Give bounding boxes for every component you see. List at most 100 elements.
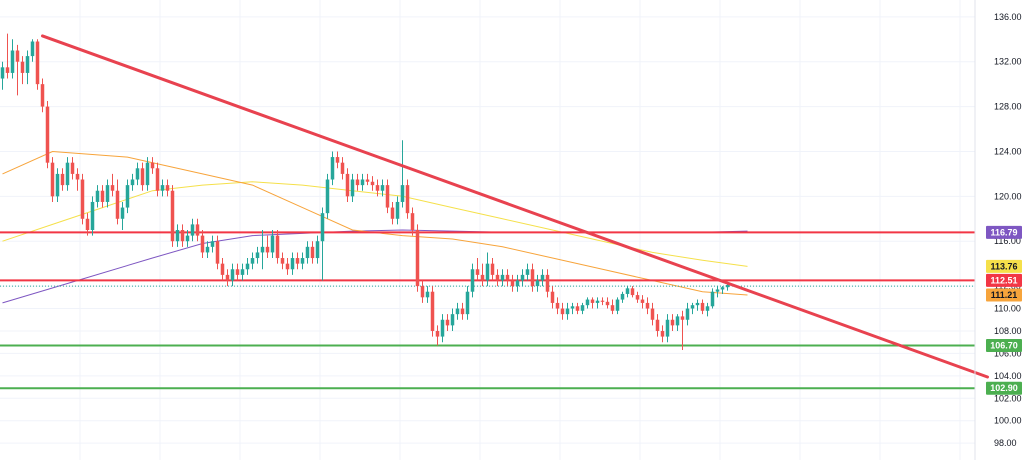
candle-body — [450, 314, 455, 326]
candle-body — [485, 263, 490, 281]
candle-body — [415, 230, 420, 287]
candle-body — [695, 302, 700, 306]
candle-body — [555, 302, 560, 309]
candle-body — [640, 299, 645, 303]
candle-body — [395, 201, 400, 219]
candle-body — [525, 269, 530, 275]
candle-body — [480, 274, 485, 281]
candle-body — [250, 258, 255, 264]
candle-body — [170, 190, 175, 242]
price-badge: 116.79 — [986, 225, 1022, 239]
candle-body — [300, 258, 305, 264]
price-badge-label: 111.21 — [991, 290, 1018, 300]
candle-body — [670, 319, 675, 326]
candle-body — [455, 308, 460, 315]
candle-body — [665, 319, 670, 337]
candle-body — [615, 299, 620, 311]
candle-body — [325, 179, 330, 214]
price-badge-bg — [986, 381, 1022, 395]
candle-body — [90, 201, 95, 230]
candle-body — [635, 295, 640, 300]
candle-body — [225, 274, 230, 281]
candle-body — [255, 252, 260, 259]
candle-body — [30, 41, 35, 57]
candle-body — [50, 162, 55, 197]
candle-body — [280, 258, 285, 264]
candle-body — [315, 241, 320, 259]
candle-body — [260, 246, 265, 253]
price-tick-label: 98.00 — [994, 438, 1017, 448]
candle-body — [350, 179, 355, 197]
candle-body — [35, 41, 40, 85]
candle-body — [375, 185, 380, 191]
grid — [0, 0, 975, 460]
candle-body — [370, 181, 375, 186]
candle-body — [210, 241, 215, 247]
candle-body — [650, 308, 655, 320]
price-tick-label: 136.00 — [994, 12, 1022, 22]
candle-body — [600, 300, 605, 302]
candle-body — [215, 241, 220, 264]
candle-body — [15, 50, 20, 62]
candle-body — [285, 263, 290, 270]
price-badge-label: 113.76 — [990, 261, 1017, 271]
candle-body — [430, 291, 435, 331]
candle-body — [135, 168, 140, 180]
candle-body — [560, 308, 565, 315]
candle-body — [5, 67, 10, 73]
candle-body — [575, 306, 580, 311]
candle-body — [410, 213, 415, 230]
candle-body — [475, 269, 480, 275]
candle-body — [240, 269, 245, 275]
candle-body — [0, 67, 5, 79]
candle-body — [310, 246, 315, 259]
candle-body — [725, 284, 730, 288]
candle-body — [710, 291, 715, 307]
candle-body — [330, 157, 335, 180]
price-badge-bg — [986, 339, 1022, 353]
candle-body — [115, 190, 120, 219]
candle-body — [265, 246, 270, 253]
candle-body — [305, 246, 310, 259]
price-badge-label: 102.90 — [990, 383, 1018, 393]
candle-body — [460, 308, 465, 315]
candle-body — [655, 319, 660, 331]
price-axis[interactable]: 136.00132.00128.00124.00120.00116.00112.… — [994, 12, 1022, 448]
candle-body — [85, 218, 90, 230]
candle-body — [320, 213, 325, 242]
candle-body — [690, 305, 695, 309]
candle-body — [245, 263, 250, 270]
candle-body — [540, 274, 545, 281]
candle-body — [705, 306, 710, 311]
candle-body — [580, 305, 585, 311]
candle-body — [500, 274, 505, 281]
candle-body — [345, 173, 350, 197]
candle-body — [100, 190, 105, 202]
candle-body — [495, 274, 500, 281]
price-badge-label: 116.79 — [990, 227, 1017, 237]
trendline-layer — [41, 34, 989, 379]
candle-body — [270, 235, 275, 253]
price-tick-label: 128.00 — [994, 102, 1022, 112]
price-badge-label: 112.51 — [990, 275, 1017, 285]
candle-body — [165, 185, 170, 191]
candle-body — [595, 300, 600, 303]
price-badge-bg — [986, 259, 1022, 273]
candle-body — [40, 84, 45, 107]
price-tick-label: 106.00 — [994, 348, 1022, 358]
candle-body — [195, 224, 200, 236]
candle-body — [440, 319, 445, 337]
candle-body — [180, 230, 185, 242]
price-badge-bg — [986, 288, 1022, 302]
price-badge-label: 106.70 — [990, 341, 1018, 351]
candle-body — [140, 168, 145, 186]
candles — [0, 33, 730, 351]
price-badge: 102.90 — [986, 381, 1022, 395]
candle-body — [160, 185, 165, 191]
candle-body — [290, 258, 295, 270]
candle-body — [295, 258, 300, 264]
candle-body — [365, 179, 370, 182]
price-badge-bg — [986, 273, 1022, 287]
candle-body — [190, 224, 195, 236]
candle-body — [120, 207, 125, 219]
